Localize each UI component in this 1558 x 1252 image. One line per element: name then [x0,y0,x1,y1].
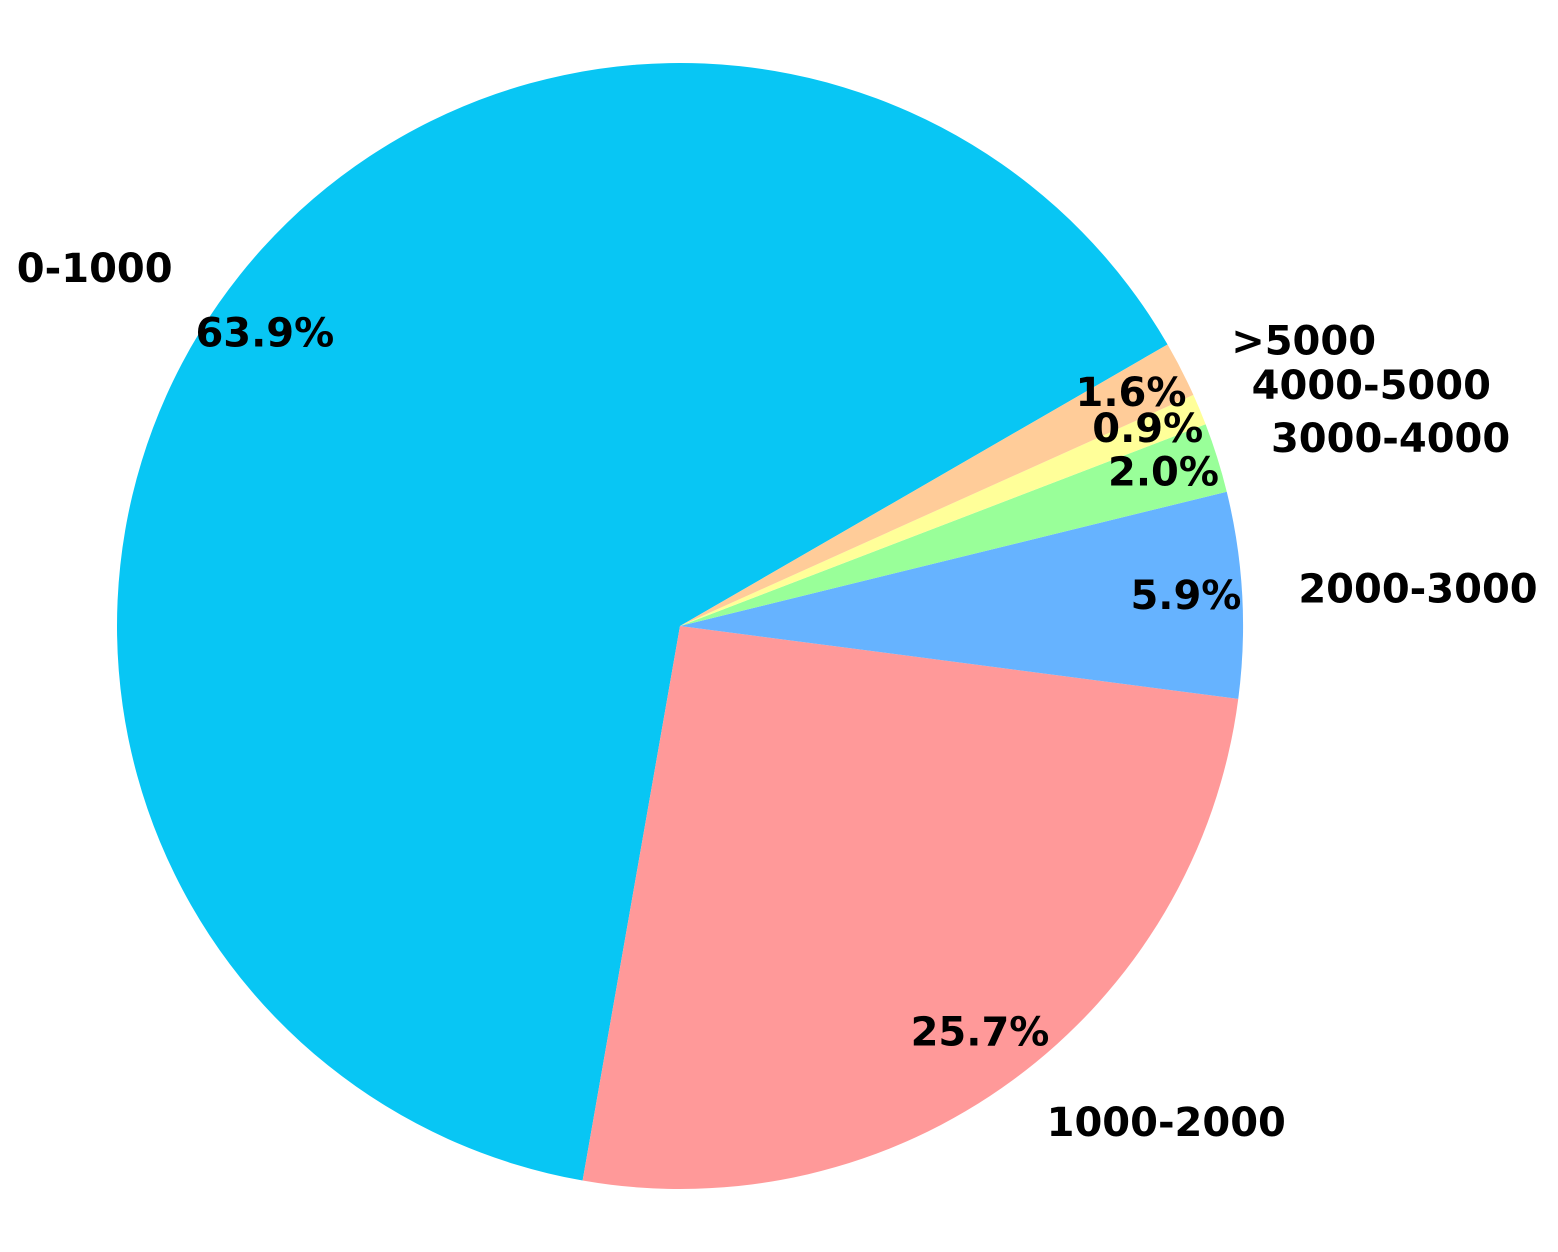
pie-slice [582,626,1239,1190]
percent-label: 0.9% [1092,406,1203,452]
slice-label: >5000 [1231,319,1376,365]
pie-slice [680,394,1206,626]
slice-label: 3000-4000 [1271,416,1510,462]
pie-slice [680,491,1244,699]
percent-label: 1.6% [1076,370,1187,416]
slice-label: 2000-3000 [1298,567,1537,613]
percent-label: 25.7% [911,1009,1050,1055]
percent-label: 2.0% [1108,449,1219,495]
slice-label: 0-1000 [17,246,173,292]
slice-label: 4000-5000 [1252,363,1491,409]
pie-slice [680,424,1227,626]
pie-slice [680,344,1194,626]
percent-label: 5.9% [1130,573,1241,619]
pie-slice [117,63,1168,1181]
percent-label: 63.9% [195,311,334,357]
slice-label: 1000-2000 [1047,1100,1286,1146]
